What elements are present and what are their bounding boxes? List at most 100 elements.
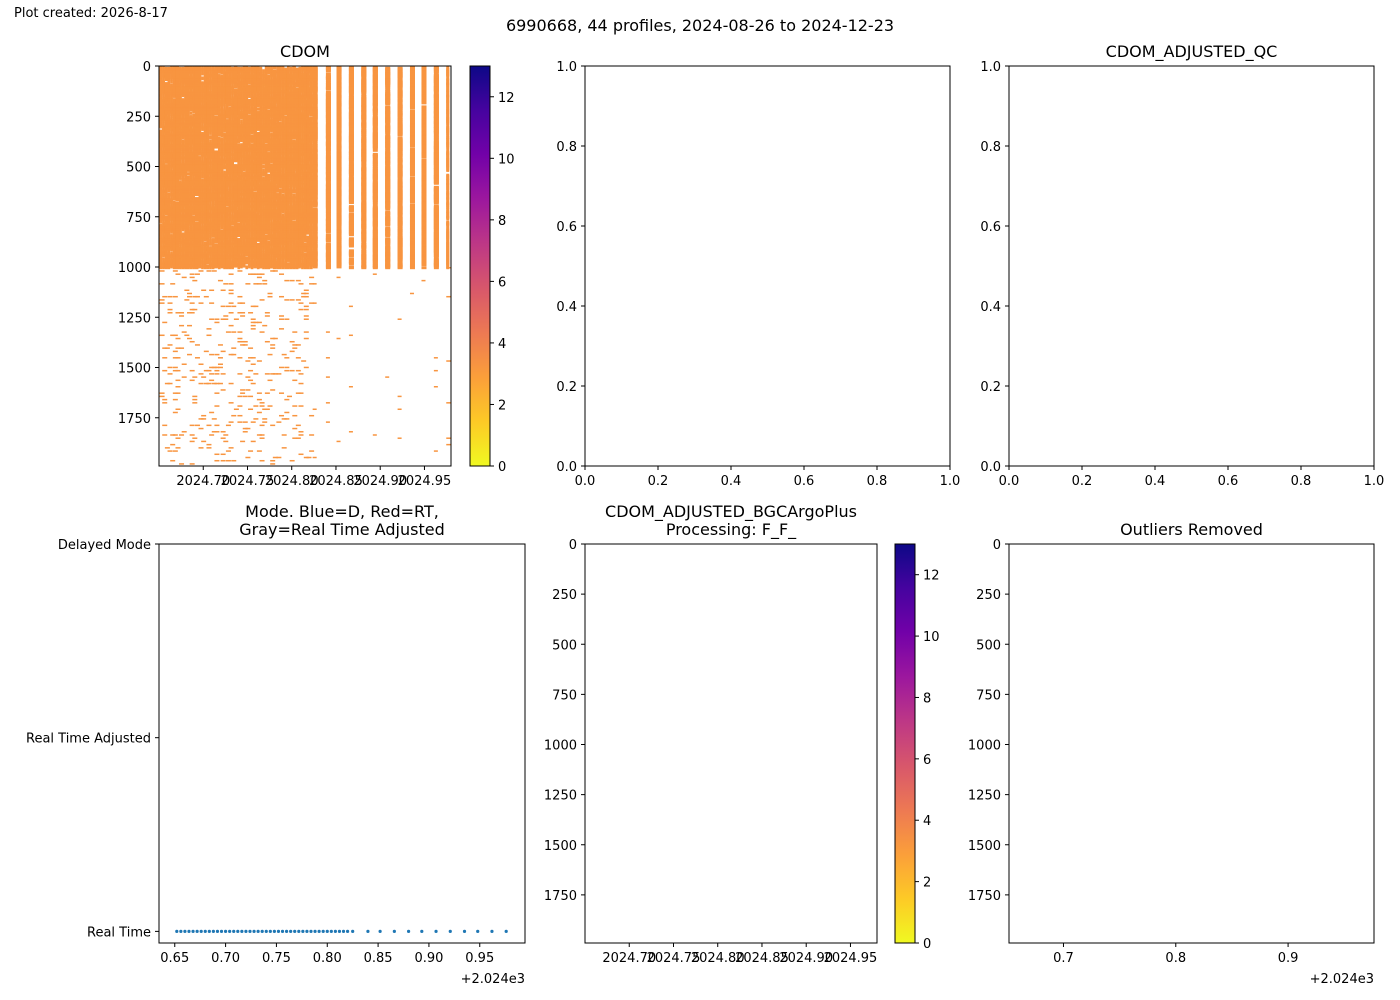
cdom-cell [187,295,192,298]
cdom-cell [167,219,171,223]
cdom-cell [189,72,193,76]
cdom-cell [162,67,165,71]
cdom-cell [172,124,176,128]
cdom-cell [179,222,182,226]
cdom-cell [192,149,195,153]
cdom-cell [194,98,199,102]
cdom-cell [159,139,163,143]
cdom-cell [192,204,195,208]
cdom-cell [192,98,195,102]
cdom-cell [187,72,190,76]
cdom-cell [170,165,173,169]
cdom-cell [162,174,165,178]
cdom-cell [159,242,163,246]
cdom-cell [159,230,163,234]
cdom-cell [170,190,173,194]
cdom-cell [179,463,185,465]
cdom-cell [198,164,202,168]
cdom-cell [175,187,180,191]
cdom-cell [164,104,168,108]
cdom-cell [162,213,165,217]
cdom-cell [172,178,176,182]
cdom-cell [175,100,180,104]
cdom-cell [189,463,195,465]
cdom-cell [164,111,168,115]
cdom-cell [198,197,202,201]
cdom-cell [192,175,195,179]
cdom-cell [164,155,168,159]
cdom-cell [201,140,204,144]
cdom-cell [198,257,202,261]
cdom-cell [162,184,165,188]
cdom-cell [179,217,182,221]
cdom-cell [184,93,187,97]
cdom-cell [172,245,176,249]
cdom-cell [170,283,176,285]
cdom-cell [162,113,165,117]
cdom-cell [179,315,185,317]
cdom-cell [175,160,180,164]
cdom-cell [162,75,165,79]
cdom-cell [172,119,176,123]
cdom-cell [164,221,168,225]
cdom-cell [189,340,195,343]
cdom-cell [184,133,187,137]
cdom-cell [167,196,171,200]
cdom-cell [162,71,165,75]
cdom-cell [162,220,165,224]
cdom-cell [198,219,202,223]
cdom-cell [198,116,202,120]
cdom-cell [172,67,176,71]
cdom-cell [198,242,202,246]
cdom-cell [175,175,180,179]
cdom-cell [209,434,215,436]
cdom-cell [214,392,220,394]
cdom-cell [170,113,173,117]
cdom-cell [159,220,163,224]
cdom-cell [167,242,171,246]
cdom-cell [214,353,220,356]
cdom-cell [179,169,182,173]
cdom-cell [172,392,178,394]
cdom-cell [164,447,170,449]
cdom-cell [162,131,165,135]
cdom-cell [194,210,199,214]
cdom-cell [194,81,199,85]
cdom-cell [194,150,199,154]
cdom-cell [209,136,212,140]
cdom-cell [175,408,181,411]
cdom-cell [167,189,171,193]
cdom-cell [179,194,182,198]
cdom-cell [162,119,165,123]
cdom-cell [179,85,182,89]
cdom-cell [181,118,185,122]
cdom-cell [179,312,185,314]
cdom-cell [198,363,204,365]
cdom-cell [187,196,190,200]
cdom-cell [192,131,195,135]
cdom-cell [184,262,187,266]
cdom-cell [187,249,190,253]
cdom-cell [184,235,187,239]
cdom-cell [181,235,185,239]
cdom-cell [181,267,187,269]
cdom-cell [192,261,195,265]
cdom-cell [220,437,226,439]
cdom-cell [223,440,229,443]
cdom-cell [167,141,171,145]
cdom-cell [192,118,195,122]
cdom-cell [192,178,195,182]
cdom-cell [189,135,193,139]
cdom-cell [198,132,202,136]
cdom-cell [159,66,163,70]
cdom-cell [184,103,187,107]
cdom-cell [194,168,199,172]
cdom-cell [164,138,168,142]
cdom-cell [162,246,165,250]
cdom-cell [184,208,187,212]
cdom-cell [184,189,187,193]
cdom-cell [198,146,202,150]
cdom-cell [172,398,178,401]
cdom-cell [167,250,171,254]
cdom-cell [184,228,187,232]
